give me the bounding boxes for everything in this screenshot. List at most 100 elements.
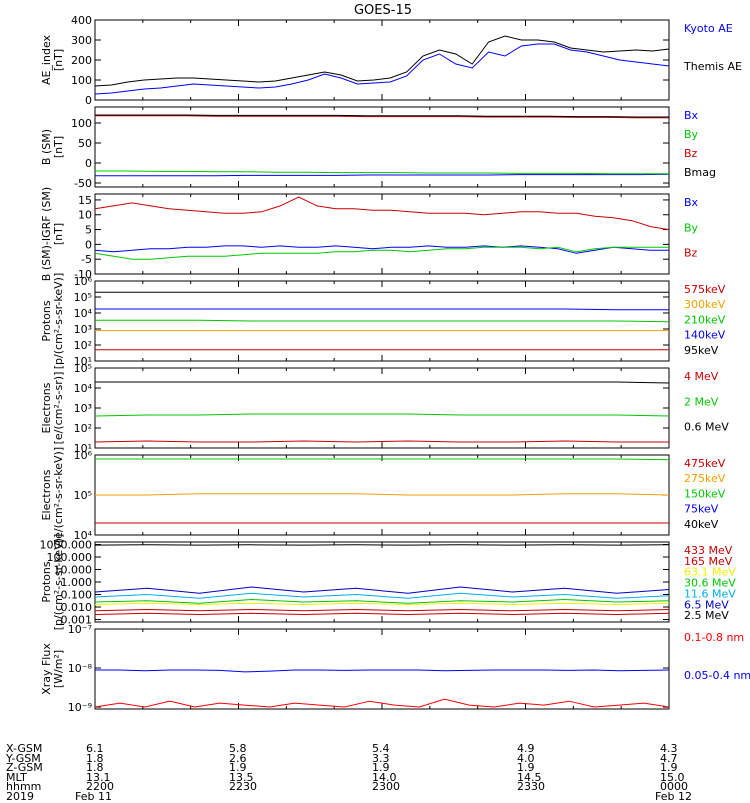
legend-entry: Kyoto AE: [684, 22, 733, 35]
series-line-bz: [95, 197, 669, 230]
y-tick-label: 1.000: [61, 576, 93, 589]
y-tick-label: 0: [85, 157, 92, 170]
y-tick-label: 10⁴: [74, 382, 93, 395]
legend-entry: Bz: [684, 147, 698, 160]
series-line-6-5-mev: [95, 587, 669, 593]
panel-7: 0.0010.0100.1001.00010.000100.0001000.00…: [40, 534, 737, 631]
legend-entry: 4 MeV: [684, 370, 719, 383]
y-tick-label: 0: [85, 94, 92, 107]
footer-value: 2230: [229, 781, 257, 793]
y-tick-label: 50: [78, 137, 92, 150]
y-tick-label: 10³: [74, 323, 92, 336]
y-tick-label: 300: [71, 34, 92, 47]
y-tick-label: 10⁻⁸: [68, 662, 93, 675]
series-line-bx: [95, 246, 669, 253]
y-tick-label: 10⁵: [74, 291, 92, 304]
y-axis-label: [p/(cm²-s-sr-keV)]: [52, 534, 65, 631]
legend-entry: 575keV: [684, 283, 726, 296]
panel-6: 10⁴10⁵10⁶Electrons[e/(cm²-s-sr-keV)]475k…: [40, 447, 726, 543]
footer-value: 2330: [517, 781, 545, 793]
y-axis-label: [e/(cm²-s-sr)]: [52, 372, 65, 445]
legend-entry: Bx: [684, 196, 699, 209]
legend-entry: Bmag: [684, 166, 716, 179]
legend-entry: Bx: [684, 109, 699, 122]
series-line-11-6-mev: [95, 593, 669, 598]
y-tick-label: 10⁵: [74, 362, 92, 375]
y-tick-label: 0.010: [61, 601, 93, 614]
y-tick-label: 10: [78, 209, 92, 222]
footer-row-label: 2019: [6, 791, 34, 803]
y-tick-label: 100: [71, 117, 92, 130]
series-line-bx: [95, 174, 669, 176]
y-tick-label: 10⁵: [74, 489, 92, 502]
footer-value: 2300: [372, 781, 400, 793]
legend-entry: 40keV: [684, 518, 719, 531]
y-tick-label: 10²: [74, 422, 92, 435]
series-line-4-mev: [95, 441, 669, 442]
series-line-0-6-mev: [95, 382, 669, 383]
legend-entry: By: [684, 221, 699, 234]
footer-value: Feb 11: [75, 791, 112, 803]
y-tick-label: 5: [85, 224, 92, 237]
panel-4: 10¹10²10³10⁴10⁵10⁶Protons[p/(cm²-s-sr-ke…: [40, 273, 726, 370]
y-tick-label: 400: [71, 14, 92, 27]
y-axis-label: [nT]: [52, 223, 65, 245]
series-line-0-05-0-4-nm: [95, 670, 669, 672]
y-tick-label: 200: [71, 54, 92, 67]
y-tick-label: 10⁶: [74, 275, 93, 288]
legend-entry: 275keV: [684, 472, 726, 485]
y-tick-label: -50: [74, 177, 92, 190]
y-axis-label: [e/(cm²-s-sr-keV)]: [52, 447, 65, 543]
legend-entry: 2 MeV: [684, 395, 719, 408]
series-line-kyoto-ae: [95, 44, 669, 94]
legend-entry: 210keV: [684, 313, 726, 326]
legend-entry: 2.5 MeV: [684, 609, 729, 622]
y-tick-label: 0: [85, 238, 92, 251]
panel-frame: [95, 20, 669, 100]
y-tick-label: -5: [81, 253, 92, 266]
y-tick-label: 15: [78, 194, 92, 207]
series-line-themis-ae: [95, 36, 669, 86]
legend-entry: 95keV: [684, 344, 719, 357]
legend-entry: By: [684, 128, 699, 141]
legend-entry: 300keV: [684, 298, 726, 311]
legend-entry: 0.1-0.8 nm: [684, 631, 744, 644]
series-line-275kev: [95, 494, 669, 495]
y-tick-label: 10³: [74, 402, 92, 415]
series-line-140kev: [95, 309, 669, 310]
series-line-2-mev: [95, 414, 669, 416]
panel-5: 10¹10²10³10⁴10⁵Electrons[e/(cm²-s-sr)]4 …: [40, 362, 729, 455]
series-line-by: [95, 247, 669, 259]
legend-entry: 0.05-0.4 nm: [684, 669, 750, 682]
y-axis-label: [nT]: [52, 136, 65, 158]
plot-title: GOES-15: [354, 3, 412, 18]
legend-entry: 140keV: [684, 329, 726, 342]
legend-entry: Themis AE: [683, 60, 742, 73]
panel-frame: [95, 368, 669, 448]
panel-frame: [95, 629, 669, 709]
y-tick-label: 1000.000: [40, 539, 93, 552]
legend-entry: Bz: [684, 247, 698, 260]
series-line-30-6-mev: [95, 600, 669, 604]
series-line-210kev: [95, 320, 669, 322]
series-line-433-mev: [95, 613, 669, 614]
legend-entry: 0.6 MeV: [684, 421, 729, 434]
y-axis-label: [p/(cm²-s-sr-keV)]: [52, 273, 65, 370]
legend-entry: 475keV: [684, 457, 726, 470]
y-tick-label: 10⁴: [74, 307, 93, 320]
panel-frame: [95, 194, 669, 274]
y-tick-label: 10⁻⁹: [68, 701, 92, 714]
series-line-by: [95, 171, 669, 174]
y-tick-label: 10⁶: [74, 449, 93, 462]
legend-entry: 75keV: [684, 503, 719, 516]
series-line-63-1-mev: [95, 603, 669, 604]
footer-value: Feb 12: [655, 791, 692, 803]
y-tick-label: 10²: [74, 339, 92, 352]
